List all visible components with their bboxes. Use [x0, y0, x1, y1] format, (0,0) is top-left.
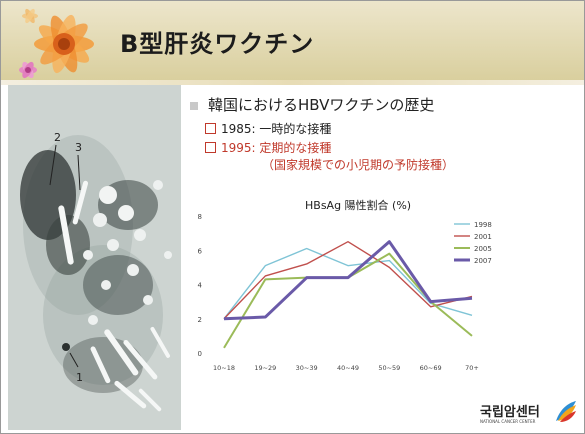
legend-label-2005: 2005	[474, 245, 492, 253]
x-tick-label: 70+	[465, 364, 479, 372]
y-tick-label: 6	[198, 247, 203, 255]
x-tick-label: 19~29	[254, 364, 276, 372]
series-line-2001	[223, 240, 473, 320]
flower-icon	[19, 8, 94, 79]
x-tick-label: 60~69	[420, 364, 442, 372]
micrograph-label-2: 2	[54, 131, 61, 144]
x-tick-label: 10~18	[213, 364, 235, 372]
main-bullet-text: 韓国におけるHBVワクチンの歴史	[208, 96, 435, 114]
x-tick-label: 40~49	[337, 364, 359, 372]
y-tick-label: 0	[198, 350, 202, 358]
checkbox-square-icon	[205, 123, 216, 134]
micrograph-label-1: 1	[76, 371, 83, 384]
sub-bullet-1995-text: 1995: 定期的な接種	[221, 141, 332, 155]
y-tick-label: 8	[198, 213, 202, 221]
hbsag-line-chart: 0 2 4 6 8 10~18 19~29 30~39 40~49 50~59 60~69 70+ 19…	[198, 213, 492, 372]
sub-bullet-note: （国家規模での小児期の予防接種）	[262, 158, 455, 172]
y-tick-label: 2	[198, 316, 202, 324]
main-bullet: 韓国におけるHBVワクチンの歴史	[190, 94, 434, 115]
x-tick-label: 50~59	[378, 364, 400, 372]
legend-label-2007: 2007	[474, 257, 492, 265]
logo-text: 국립암센터	[480, 405, 540, 420]
page-title: B型肝炎ワクチン	[120, 30, 315, 58]
micrograph-drawing: 2 3 1	[8, 85, 181, 430]
sub-bullet-1985: 1985: 一時的な接種	[205, 120, 331, 137]
logo-leaf-icon	[556, 401, 576, 422]
legend-label-1998: 1998	[474, 221, 492, 229]
sub-bullet-1995: 1995: 定期的な接種	[205, 139, 331, 156]
slide-header	[0, 0, 585, 80]
micrograph-image: 2 3 1	[8, 85, 181, 430]
x-tick-label: 30~39	[296, 364, 318, 372]
ncc-logo: 국립암센터 NATIONAL CANCER CENTER	[480, 397, 580, 429]
header-divider	[0, 80, 585, 85]
bullet-square-icon	[190, 101, 198, 110]
series-line-1998	[223, 247, 473, 320]
checkbox-square-icon	[205, 142, 216, 153]
logo-subtext: NATIONAL CANCER CENTER	[480, 419, 536, 424]
sub-bullet-1985-text: 1985: 一時的な接種	[221, 122, 332, 136]
chart-title: HBsAg 陽性割合 (%)	[305, 199, 412, 212]
series-line-2007	[223, 240, 473, 321]
micrograph-label-3: 3	[75, 141, 82, 154]
y-tick-label: 4	[198, 282, 203, 290]
legend-label-2001: 2001	[474, 233, 492, 241]
